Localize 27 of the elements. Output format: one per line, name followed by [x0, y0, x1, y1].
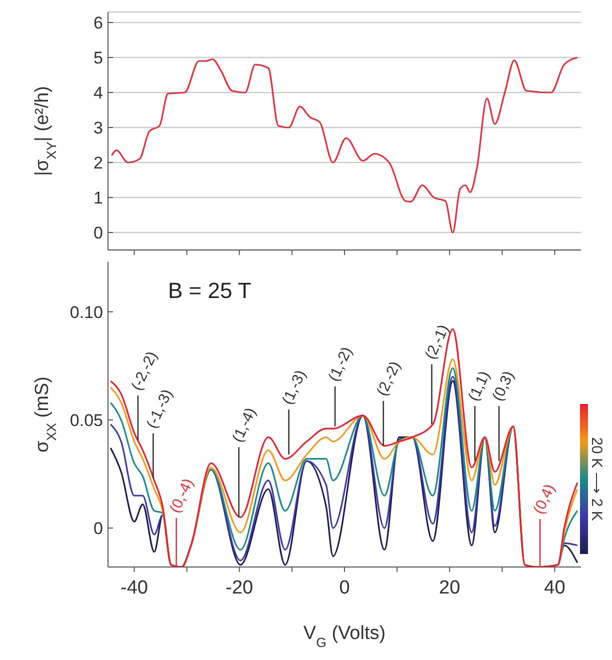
x-tick-label: 40: [544, 577, 566, 598]
y-tick-label: 0: [94, 519, 103, 538]
y-tick-label: 1: [94, 188, 103, 208]
annotation: (0,4): [530, 482, 559, 517]
annotation: (1,-2): [325, 344, 356, 384]
line-series: [110, 56, 578, 234]
y-tick-label: 0: [94, 224, 103, 243]
annotation: B = 25 T: [168, 278, 252, 304]
x-tick-label: 20: [439, 577, 460, 598]
annotation: (1,-4): [229, 405, 260, 445]
annotation: (2,-2): [374, 358, 404, 399]
x-tick-label: -40: [120, 577, 148, 598]
x-tick-label: 0: [339, 577, 350, 598]
y-tick-label: 0.10: [70, 302, 103, 322]
annotation: (1,-3): [279, 368, 310, 408]
annotation: (0,-4): [166, 476, 198, 516]
x-axis-title: V$_{G}$ (Volts): [303, 623, 386, 650]
x-tick-label: -20: [226, 577, 254, 598]
y-tick-label: 4: [94, 84, 103, 103]
y-tick-label: 2: [94, 154, 103, 173]
y-tick-label: 3: [94, 118, 103, 138]
annotation: (2,-1): [422, 322, 453, 362]
color-bar-title: 20 K ⟶ 2 K: [588, 437, 605, 521]
y-tick-label: 0.05: [70, 410, 103, 430]
y-tick-label: 6: [94, 14, 103, 33]
y-tick-label: 5: [94, 48, 103, 68]
annotation: (1,1): [465, 368, 494, 404]
